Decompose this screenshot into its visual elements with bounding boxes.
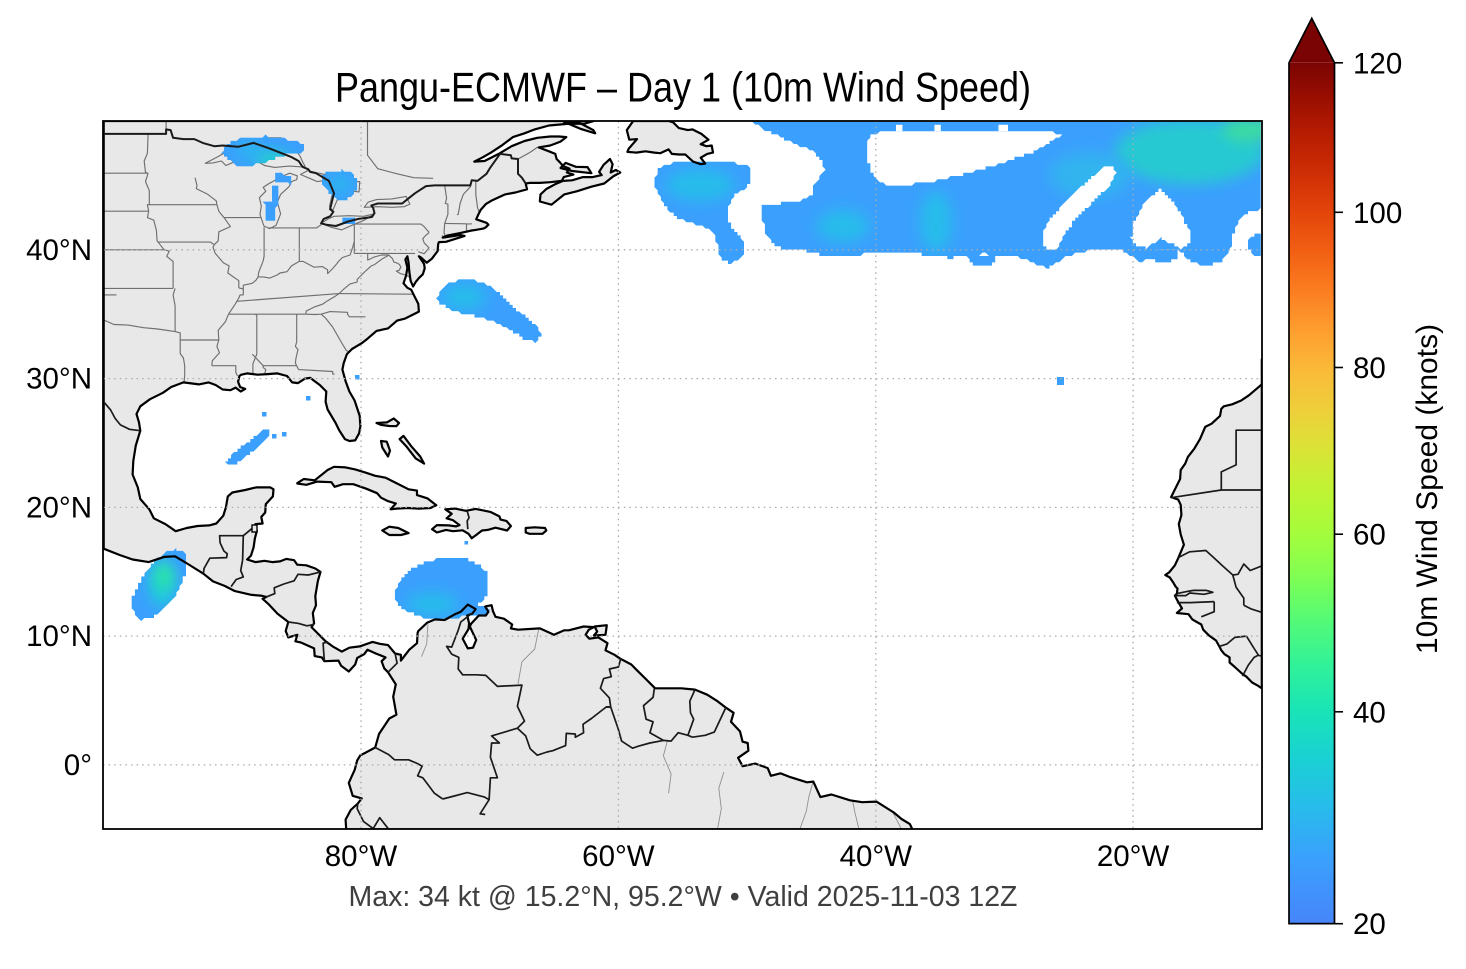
svg-text:40: 40	[1353, 696, 1386, 729]
svg-text:60: 60	[1353, 519, 1386, 552]
svg-text:80: 80	[1353, 352, 1386, 385]
svg-text:Pangu-ECMWF – Day 1 (10m Wind: Pangu-ECMWF – Day 1 (10m Wind Speed)	[335, 64, 1031, 111]
svg-text:0°: 0°	[64, 749, 92, 782]
svg-text:40°N: 40°N	[26, 234, 92, 267]
svg-text:40°W: 40°W	[840, 840, 913, 873]
svg-text:100: 100	[1353, 197, 1402, 230]
svg-text:20°N: 20°N	[26, 491, 92, 524]
svg-text:10m Wind Speed (knots): 10m Wind Speed (knots)	[1411, 324, 1444, 654]
svg-text:20: 20	[1353, 908, 1386, 941]
svg-text:Max: 34 kt @ 15.2°N, 95.2°W •: Max: 34 kt @ 15.2°N, 95.2°W • Valid 2025…	[349, 881, 1018, 913]
svg-text:120: 120	[1353, 47, 1402, 80]
svg-text:30°N: 30°N	[26, 363, 92, 396]
svg-text:80°W: 80°W	[325, 840, 398, 873]
svg-text:20°W: 20°W	[1097, 840, 1170, 873]
svg-text:10°N: 10°N	[26, 620, 92, 653]
svg-text:60°W: 60°W	[582, 840, 655, 873]
